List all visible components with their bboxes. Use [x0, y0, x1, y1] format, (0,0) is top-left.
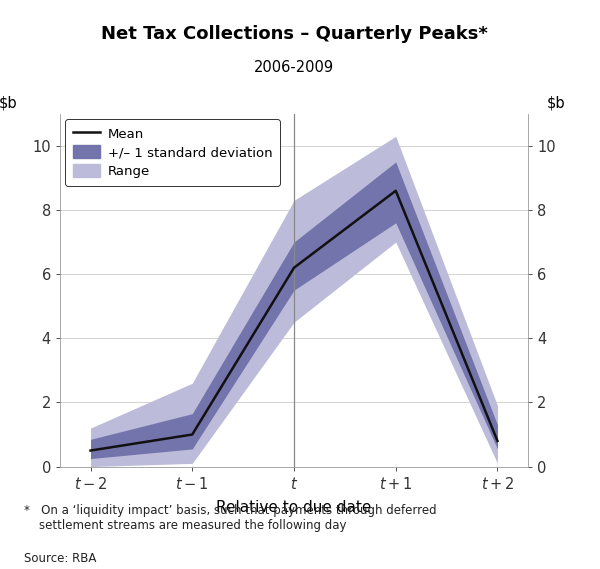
Text: Net Tax Collections – Quarterly Peaks*: Net Tax Collections – Quarterly Peaks* [101, 25, 487, 43]
Text: 2006-2009: 2006-2009 [254, 60, 334, 75]
Legend: Mean, +/– 1 standard deviation, Range: Mean, +/– 1 standard deviation, Range [65, 119, 280, 185]
Text: Source: RBA: Source: RBA [24, 552, 97, 565]
X-axis label: Relative to due date: Relative to due date [217, 500, 371, 515]
Text: *   On a ‘liquidity impact’ basis, such that payments through deferred
    settl: * On a ‘liquidity impact’ basis, such th… [24, 504, 437, 531]
Text: $b: $b [547, 95, 565, 110]
Text: $b: $b [0, 95, 18, 110]
